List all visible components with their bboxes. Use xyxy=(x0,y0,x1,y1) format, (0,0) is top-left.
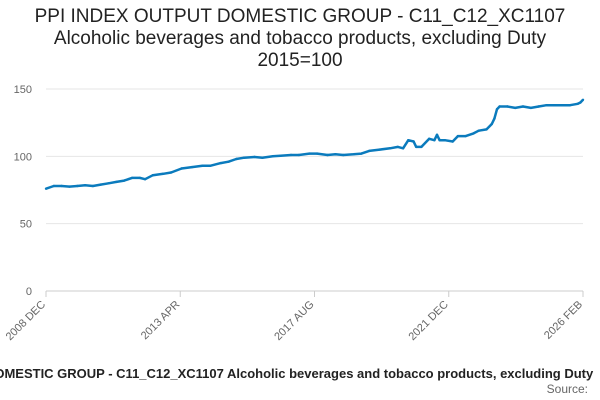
data-point xyxy=(498,105,501,108)
data-point xyxy=(378,148,381,151)
data-point xyxy=(352,153,355,156)
data-point xyxy=(514,106,517,110)
data-point xyxy=(560,104,564,107)
chart-subtitle: Alcoholic beverages and tobacco products… xyxy=(53,28,547,49)
data-point xyxy=(180,167,183,170)
data-point xyxy=(407,139,410,142)
x-tick-label: 2013 APR xyxy=(139,299,183,343)
x-tick-label: 2017 AUG xyxy=(272,299,316,343)
data-point xyxy=(308,152,311,155)
data-point xyxy=(401,147,405,150)
data-point xyxy=(537,105,540,108)
data-point xyxy=(443,139,446,142)
data-point xyxy=(99,183,102,186)
data-point xyxy=(415,145,418,149)
data-point xyxy=(130,176,134,180)
data-point xyxy=(123,179,126,182)
y-tick-label: 0 xyxy=(26,286,32,298)
data-point xyxy=(495,108,499,111)
y-tick-label: 100 xyxy=(14,151,32,163)
data-point xyxy=(360,152,363,155)
data-point xyxy=(576,102,579,106)
data-point xyxy=(151,174,155,177)
data-point xyxy=(456,134,460,138)
data-point xyxy=(201,164,204,167)
data-point xyxy=(435,133,439,136)
data-point xyxy=(91,184,95,188)
data-point xyxy=(490,122,493,126)
footer-title: PPI INDEX OUTPUT DOMESTIC GROUP - C11_C1… xyxy=(0,366,594,381)
footer-title-strip: PPI INDEX OUTPUT DOMESTIC GROUP - C11_C1… xyxy=(0,366,600,382)
data-point xyxy=(83,184,87,187)
data-point xyxy=(76,184,79,188)
data-point xyxy=(289,153,293,157)
chart-base-note: 2015=100 xyxy=(257,50,343,71)
data-point xyxy=(579,101,582,104)
data-point xyxy=(472,132,475,135)
data-point xyxy=(433,139,436,142)
chart-title-line1: PPI INDEX OUTPUT DOMESTIC GROUP - C11_C1… xyxy=(34,6,566,27)
data-point xyxy=(162,172,165,175)
data-point xyxy=(253,155,256,159)
data-point xyxy=(271,155,274,158)
data-point xyxy=(553,104,556,107)
data-point xyxy=(209,164,212,167)
data-point xyxy=(261,156,264,159)
data-point xyxy=(428,137,431,140)
data-point xyxy=(545,104,548,107)
data-point xyxy=(485,128,488,131)
data-point xyxy=(190,165,194,169)
x-tick-label: 2008 DEC xyxy=(4,299,48,343)
data-point xyxy=(438,139,441,142)
data-point xyxy=(451,140,454,143)
data-point xyxy=(521,105,525,108)
data-point xyxy=(420,145,423,149)
data-point xyxy=(169,171,173,174)
data-point xyxy=(506,105,509,108)
data-point xyxy=(44,187,48,190)
data-point xyxy=(115,180,118,184)
data-point xyxy=(242,156,246,159)
data-point xyxy=(368,149,371,153)
data-point xyxy=(412,140,415,143)
y-tick-label: 50 xyxy=(20,219,32,231)
data-point xyxy=(235,157,238,161)
data-point xyxy=(396,145,400,149)
x-tick-label: 2021 DEC xyxy=(406,299,450,343)
data-point xyxy=(297,153,301,157)
y-tick-label: 150 xyxy=(14,84,32,96)
data-point xyxy=(568,104,572,107)
x-tick-label: 2026 FEB xyxy=(542,299,585,342)
source-label: Source: xyxy=(546,382,588,396)
data-point xyxy=(334,153,337,156)
data-point xyxy=(60,184,63,188)
data-point xyxy=(219,161,222,165)
data-point xyxy=(342,153,345,157)
data-point xyxy=(388,147,392,150)
data-point xyxy=(143,178,147,181)
chart-title: PPI INDEX OUTPUT DOMESTIC GROUP - C11_C1… xyxy=(0,6,600,72)
data-point xyxy=(477,129,480,132)
data-point xyxy=(138,176,141,180)
data-point xyxy=(68,185,71,188)
data-point xyxy=(315,152,319,155)
data-point xyxy=(107,182,110,185)
data-point xyxy=(326,153,329,157)
data-point xyxy=(529,106,533,110)
data-point xyxy=(493,117,496,120)
data-point xyxy=(52,184,55,188)
data-point xyxy=(581,98,585,102)
data-point xyxy=(464,134,467,138)
series-line xyxy=(45,98,584,190)
data-point xyxy=(227,160,230,163)
data-point xyxy=(279,154,282,157)
